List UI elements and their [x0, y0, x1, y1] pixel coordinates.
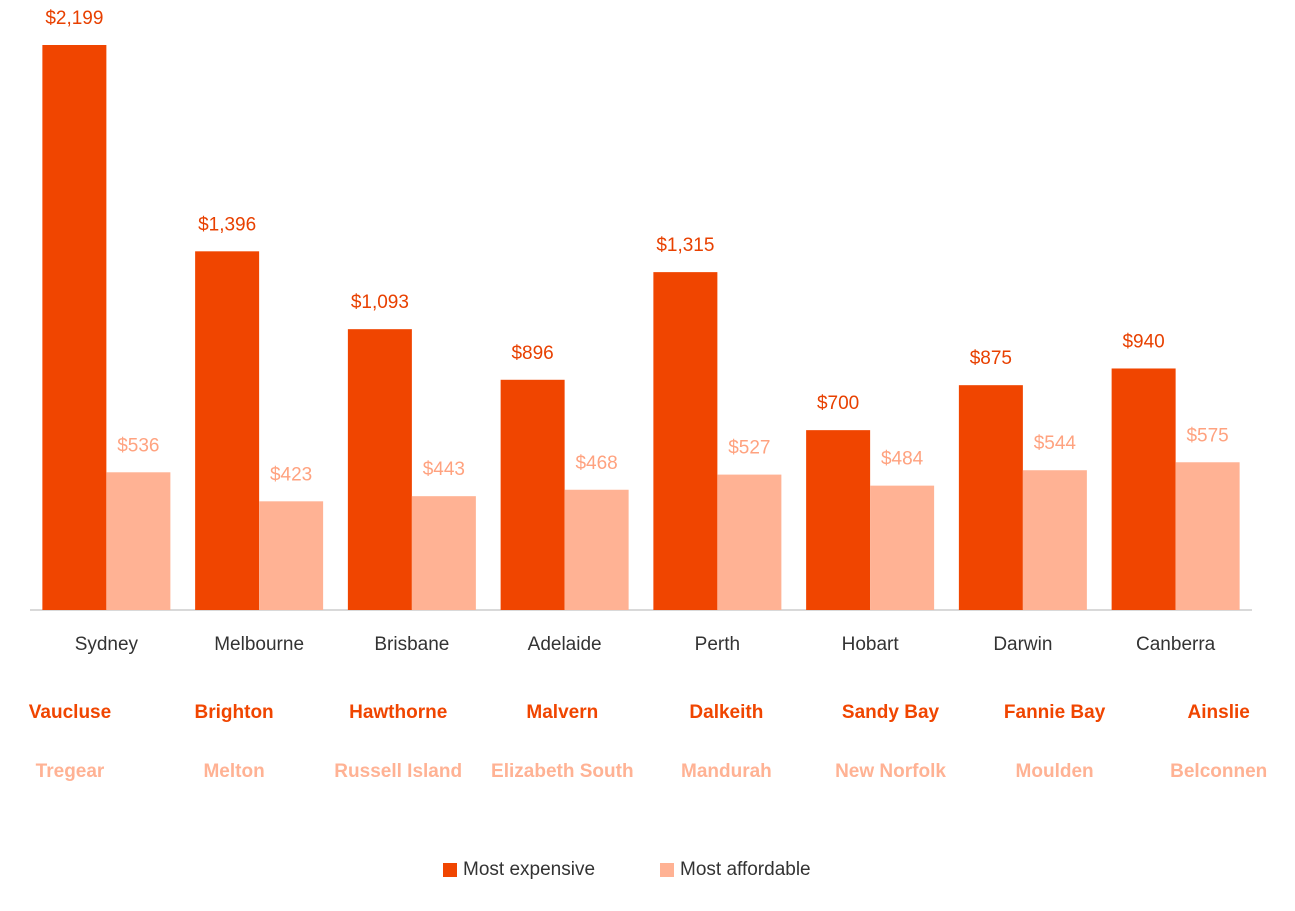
value-label: $1,093	[351, 292, 409, 313]
suburb-label: Dalkeith	[689, 701, 764, 723]
suburb-label: Ainslie	[1187, 701, 1250, 723]
value-label: $443	[423, 459, 465, 480]
value-label: $468	[575, 453, 617, 474]
suburb-label: Brighton	[194, 701, 274, 723]
bar	[1111, 368, 1176, 610]
suburb-label: Russell Island	[334, 760, 463, 782]
value-label: $575	[1186, 425, 1228, 446]
x-tick-label: Canberra	[1136, 634, 1216, 655]
bar	[1175, 462, 1240, 610]
suburb-label: Sandy Bay	[841, 701, 940, 723]
value-label: $423	[270, 464, 312, 485]
bar	[500, 379, 565, 610]
suburb-label: Belconnen	[1170, 760, 1268, 782]
bar	[42, 45, 107, 610]
value-label: $2,199	[45, 8, 103, 29]
bar	[564, 489, 629, 610]
suburb-label: Vaucluse	[28, 701, 112, 723]
bar	[806, 430, 871, 610]
x-tick-label: Adelaide	[528, 634, 602, 655]
suburb-label: Elizabeth South	[491, 760, 634, 782]
value-label: $1,396	[198, 214, 256, 235]
suburb-label: Malvern	[526, 701, 599, 723]
suburb-label: New Norfolk	[835, 760, 946, 782]
x-tick-label: Perth	[695, 634, 740, 655]
value-label: $940	[1122, 331, 1164, 352]
value-label: $527	[728, 438, 770, 459]
value-label: $484	[881, 449, 924, 470]
value-label: $544	[1034, 433, 1077, 454]
x-tick-label: Melbourne	[214, 634, 304, 655]
x-tick-label: Darwin	[993, 634, 1052, 655]
bar	[411, 496, 476, 610]
bar	[958, 385, 1023, 610]
x-tick-label: Sydney	[75, 634, 139, 655]
x-tick-label: Hobart	[842, 634, 900, 655]
x-tick-label: Brisbane	[374, 634, 449, 655]
legend-label: Most expensive	[463, 859, 595, 880]
suburb-label: Melton	[203, 760, 265, 782]
value-label: $896	[511, 343, 553, 364]
bar	[195, 251, 260, 610]
bar	[717, 474, 782, 610]
value-label: $1,315	[656, 235, 714, 256]
legend-label: Most affordable	[680, 859, 811, 880]
bar	[259, 501, 324, 610]
legend-swatch	[443, 863, 457, 877]
suburb-label: Mandurah	[681, 760, 772, 782]
value-label: $700	[817, 393, 859, 414]
bar	[106, 472, 171, 610]
bar	[347, 329, 412, 610]
value-label: $536	[117, 435, 159, 456]
legend-swatch	[660, 863, 674, 877]
suburb-label: Tregear	[35, 760, 105, 782]
value-label: $875	[970, 348, 1012, 369]
suburb-label: Hawthorne	[349, 701, 448, 723]
suburb-label: Moulden	[1015, 760, 1094, 782]
bar	[653, 272, 718, 610]
suburb-label: Fannie Bay	[1003, 701, 1106, 723]
bar	[1022, 470, 1087, 610]
bar	[870, 485, 935, 610]
